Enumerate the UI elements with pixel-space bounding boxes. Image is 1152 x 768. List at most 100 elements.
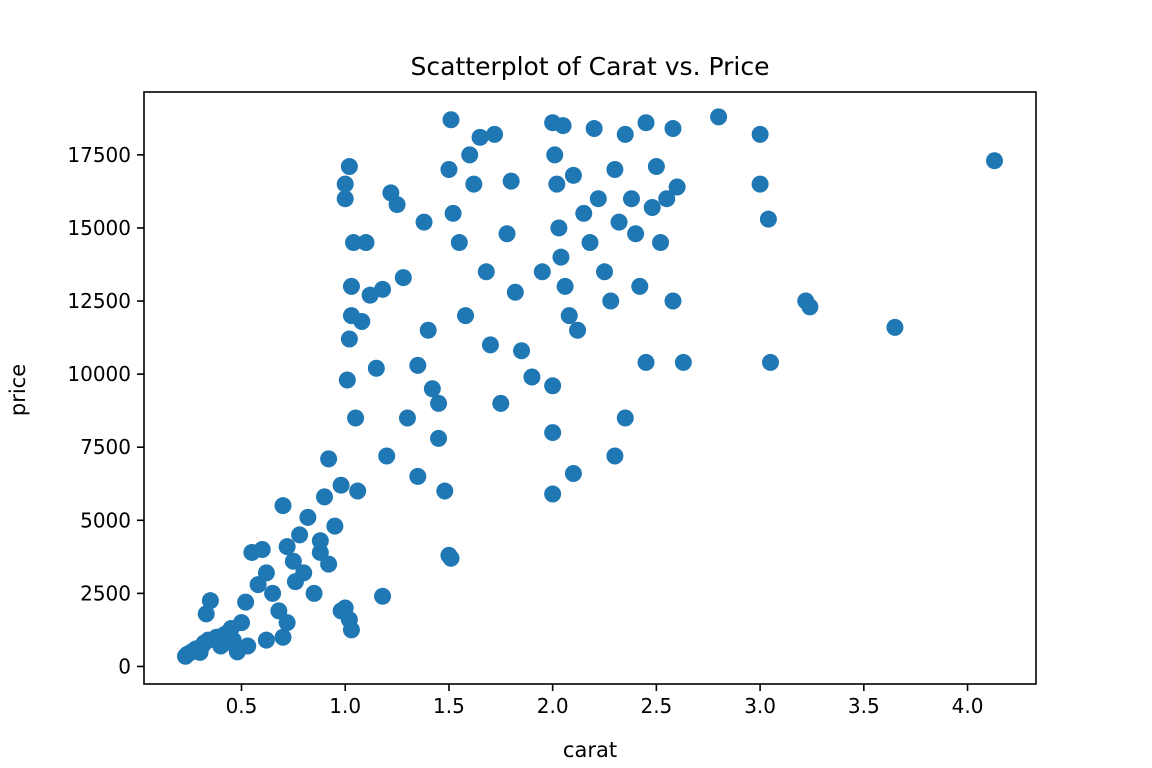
data-point: [554, 117, 572, 135]
data-point: [585, 120, 603, 138]
data-point: [465, 175, 483, 193]
data-point: [357, 234, 375, 252]
data-point: [674, 353, 692, 371]
x-tick-label: 1.5: [433, 694, 465, 718]
data-point: [326, 517, 344, 535]
data-point: [564, 166, 582, 184]
data-point: [320, 450, 338, 468]
data-point: [457, 307, 475, 325]
data-point: [349, 482, 367, 500]
data-point: [560, 307, 578, 325]
data-point: [569, 321, 587, 339]
chart-title: Scatterplot of Carat vs. Price: [411, 52, 770, 81]
data-point: [606, 160, 624, 178]
data-point: [647, 158, 665, 176]
data-point: [367, 359, 385, 377]
data-point: [602, 292, 620, 310]
data-point: [278, 614, 296, 632]
data-point: [589, 190, 607, 208]
data-point: [627, 225, 645, 243]
x-tick-label: 2.5: [640, 694, 672, 718]
data-point: [513, 342, 531, 360]
data-point: [388, 196, 406, 214]
data-point: [409, 356, 427, 374]
data-point: [394, 269, 412, 287]
data-point: [232, 614, 250, 632]
data-point: [606, 447, 624, 465]
data-point: [274, 628, 292, 646]
x-tick-label: 4.0: [952, 694, 984, 718]
data-point: [564, 465, 582, 483]
x-tick-label: 3.5: [848, 694, 880, 718]
x-axis: 0.5 1.0 1.5 2.0 2.5 3.0 3.5 4.0: [226, 684, 984, 718]
data-point: [440, 160, 458, 178]
data-point: [274, 497, 292, 515]
x-tick-label: 2.0: [537, 694, 569, 718]
data-point: [610, 213, 628, 231]
data-point: [197, 605, 215, 623]
data-point: [506, 283, 524, 301]
data-point: [320, 555, 338, 573]
data-point: [419, 321, 437, 339]
data-point: [415, 213, 433, 231]
y-axis: 0 2500 5000 7500 10000 12500 15000 17500: [67, 143, 144, 678]
y-tick-label: 0: [118, 654, 131, 678]
data-point: [498, 225, 516, 243]
data-point: [340, 330, 358, 348]
data-point: [710, 108, 728, 126]
data-point: [284, 552, 302, 570]
data-point: [336, 175, 354, 193]
y-tick-label: 10000: [67, 362, 131, 386]
data-point: [550, 219, 568, 237]
data-point: [751, 125, 769, 143]
data-point: [533, 263, 551, 281]
data-point: [228, 643, 246, 661]
data-point: [253, 541, 271, 559]
data-point: [751, 175, 769, 193]
data-point: [546, 146, 564, 164]
data-point: [477, 263, 495, 281]
data-point: [544, 377, 562, 395]
data-point: [548, 175, 566, 193]
data-point: [986, 152, 1004, 170]
data-point: [761, 353, 779, 371]
data-point: [658, 190, 676, 208]
data-point: [201, 592, 219, 610]
data-point: [374, 280, 392, 298]
data-point: [622, 190, 640, 208]
data-point: [461, 146, 479, 164]
data-point: [759, 210, 777, 228]
data-point: [486, 125, 504, 143]
data-point: [637, 353, 655, 371]
data-point: [295, 564, 313, 582]
data-point: [336, 190, 354, 208]
data-point: [544, 485, 562, 503]
data-point: [342, 307, 360, 325]
data-point: [237, 593, 255, 611]
data-point: [311, 532, 329, 550]
data-point: [450, 234, 468, 252]
data-point: [523, 368, 541, 386]
data-point: [423, 380, 441, 398]
data-point: [556, 277, 574, 295]
data-point: [616, 125, 634, 143]
data-point: [575, 204, 593, 222]
data-point: [257, 631, 275, 649]
data-point: [668, 178, 686, 196]
x-tick-label: 1.0: [329, 694, 361, 718]
data-point: [430, 394, 448, 412]
y-tick-label: 5000: [80, 508, 131, 532]
data-point: [409, 467, 427, 485]
data-point: [886, 318, 904, 336]
data-point: [332, 476, 350, 494]
data-point: [347, 409, 365, 427]
data-point: [502, 172, 520, 190]
data-point: [216, 634, 234, 652]
y-tick-label: 17500: [67, 143, 131, 167]
data-point: [315, 488, 333, 506]
data-point: [643, 198, 661, 216]
y-axis-label: price: [6, 364, 30, 416]
data-point: [664, 120, 682, 138]
